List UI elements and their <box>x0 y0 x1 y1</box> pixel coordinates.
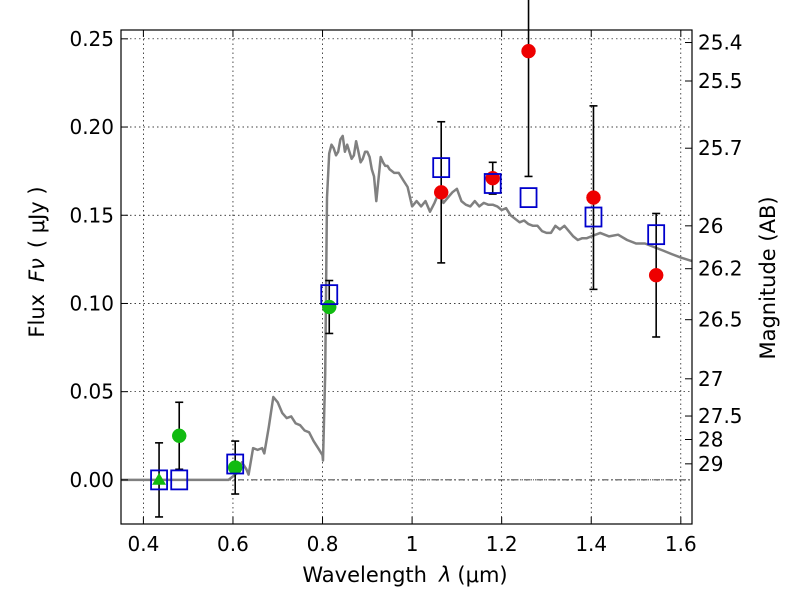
y-tick-label: 0.05 <box>69 380 114 404</box>
y-tick-label: 0.10 <box>69 291 114 315</box>
x-tick-label: 1.4 <box>575 532 607 556</box>
x-tick-label: 0.8 <box>307 532 339 556</box>
x-axis-symbol: λ <box>438 563 451 587</box>
x-tick-label: 0.4 <box>127 532 159 556</box>
model-point-square <box>483 173 502 194</box>
magnitude-tick-label: 26.5 <box>698 308 743 332</box>
y-axis-label: Flux <box>25 294 49 338</box>
y-tick-label: 0.15 <box>69 203 114 227</box>
x-tick-label: 1.2 <box>486 532 518 556</box>
x-axis-label: Wavelength <box>302 563 427 587</box>
model-spectrum-layer <box>121 134 693 482</box>
model-point-square <box>150 469 168 491</box>
data-point-circle <box>321 299 337 315</box>
data-point-circle <box>648 267 664 283</box>
data-point-triangle <box>152 472 167 485</box>
axes: 0.4 0.6 0.8 1 1.2 1.4 1.6 0.00 0.05 0.10 0.15 0.20 0… <box>69 27 742 556</box>
y-tick-label: 0.25 <box>69 27 114 51</box>
data-point-circle <box>521 43 536 59</box>
data-markers <box>150 43 666 491</box>
magnitude-tick-label: 26.2 <box>698 257 743 281</box>
magnitude-tick-label: 25.4 <box>698 31 743 55</box>
magnitude-tick-label: 25.5 <box>698 69 743 93</box>
y-tick-label: 0.20 <box>69 115 114 139</box>
model-point-square <box>320 284 339 306</box>
data-point-circle <box>433 185 449 200</box>
magnitude-tick-label: 26 <box>698 214 723 238</box>
x-tick-label: 0.6 <box>217 532 249 556</box>
magnitude-tick-label: 27.5 <box>698 404 743 428</box>
data-point-circle <box>227 460 243 475</box>
model-point-square <box>647 224 666 246</box>
y-axis-symbol: Fν <box>25 258 49 282</box>
y-tick-label: 0.00 <box>69 468 114 492</box>
plot-frame <box>120 29 693 525</box>
model-spectrum-line <box>121 134 693 482</box>
model-point-square <box>170 469 189 491</box>
magnitude-tick-label: 25.7 <box>698 136 743 160</box>
model-point-square <box>519 187 538 209</box>
y2-axis-label: Magnitude (AB) <box>756 196 780 359</box>
model-point-square <box>432 157 451 179</box>
x-axis-unit: (μm) <box>457 563 507 587</box>
model-point-square <box>226 453 245 475</box>
data-point-circle <box>586 190 601 205</box>
x-tick-label: 1 <box>406 532 419 556</box>
x-tick-label: 1.6 <box>665 532 697 556</box>
magnitude-tick-label: 27 <box>698 367 723 391</box>
y-axis-unit: ( μJy ) <box>25 186 49 248</box>
data-point-circle <box>171 428 187 444</box>
x-axis-title: Wavelength λ (μm) <box>302 563 507 587</box>
magnitude-tick-label: 28 <box>698 427 723 451</box>
y-axis-title: Flux Fν ( μJy ) <box>25 186 49 337</box>
magnitude-tick-label: 29 <box>698 452 723 476</box>
model-point-square <box>584 206 603 228</box>
